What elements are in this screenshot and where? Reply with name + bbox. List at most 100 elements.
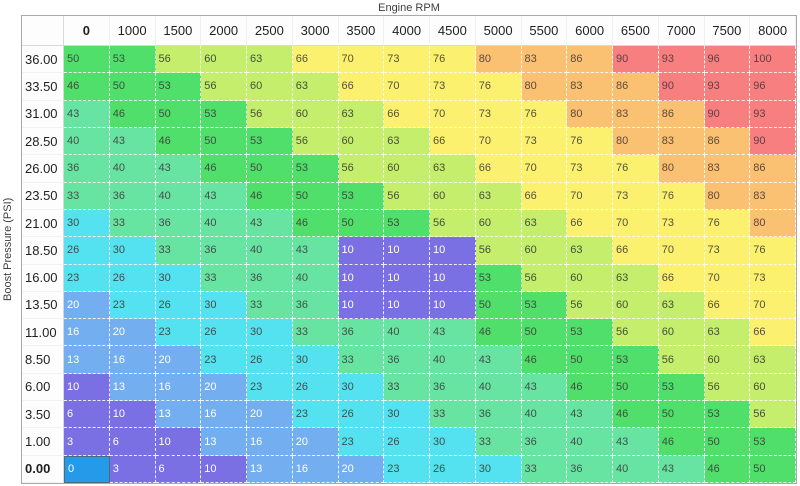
table-cell[interactable]: 86	[567, 46, 613, 74]
table-cell[interactable]: 86	[658, 100, 705, 128]
table-cell[interactable]: 76	[613, 155, 659, 183]
table-cell[interactable]: 26	[384, 428, 430, 456]
table-cell[interactable]: 50	[247, 155, 293, 183]
table-cell[interactable]: 83	[567, 73, 613, 101]
table-cell[interactable]: 33	[430, 401, 476, 429]
table-cell[interactable]: 13	[64, 346, 110, 374]
table-cell[interactable]: 60	[201, 46, 247, 74]
table-cell[interactable]: 30	[247, 319, 293, 347]
table-cell[interactable]: 50	[109, 73, 156, 101]
table-cell[interactable]: 46	[567, 373, 613, 402]
table-cell[interactable]: 10	[430, 264, 476, 292]
table-cell[interactable]: 30	[201, 291, 247, 320]
table-cell[interactable]: 43	[430, 319, 476, 347]
table-cell[interactable]: 53	[292, 155, 339, 183]
table-cell[interactable]: 10	[338, 291, 385, 320]
table-cell[interactable]: 66	[521, 182, 568, 210]
row-header-26.00[interactable]: 26.00	[22, 155, 64, 183]
table-cell[interactable]: 73	[521, 127, 568, 156]
table-cell[interactable]: 53	[384, 209, 430, 238]
table-cell[interactable]: 23	[201, 346, 247, 374]
table-cell[interactable]: 60	[750, 373, 796, 402]
table-cell[interactable]: 63	[430, 155, 476, 183]
table-cell[interactable]: 46	[613, 401, 659, 429]
table-cell[interactable]: 53	[567, 319, 613, 347]
table-cell[interactable]: 10	[201, 455, 247, 483]
table-cell[interactable]: 56	[338, 155, 385, 183]
row-header-33.50[interactable]: 33.50	[22, 73, 64, 101]
table-cell[interactable]: 50	[750, 455, 796, 483]
table-cell[interactable]: 66	[704, 291, 751, 320]
table-cell[interactable]: 50	[567, 346, 613, 374]
table-cell[interactable]: 30	[430, 428, 476, 456]
table-cell[interactable]: 56	[155, 46, 202, 74]
row-header-13.50[interactable]: 13.50	[22, 291, 64, 320]
table-cell[interactable]: 53	[613, 346, 659, 374]
table-cell[interactable]: 80	[613, 127, 659, 156]
table-cell[interactable]: 13	[109, 373, 156, 402]
table-cell[interactable]: 83	[704, 155, 751, 183]
table-cell[interactable]: 43	[658, 455, 705, 483]
table-cell[interactable]: 66	[567, 209, 613, 238]
table-cell[interactable]: 70	[567, 182, 613, 210]
table-cell[interactable]: 100	[750, 46, 796, 74]
row-header-11.00[interactable]: 11.00	[22, 319, 64, 347]
table-cell[interactable]: 66	[475, 155, 522, 183]
table-cell[interactable]: 40	[247, 237, 293, 265]
table-cell[interactable]: 33	[64, 182, 110, 210]
table-cell[interactable]: 63	[292, 73, 339, 101]
col-header-1500[interactable]: 1500	[155, 16, 202, 46]
table-cell[interactable]: 10	[384, 237, 430, 265]
table-cell[interactable]: 50	[338, 209, 385, 238]
col-header-8000[interactable]: 8000	[750, 16, 796, 46]
table-cell[interactable]: 43	[292, 237, 339, 265]
table-cell[interactable]: 46	[247, 182, 293, 210]
table-cell[interactable]: 16	[109, 346, 156, 374]
table-cell[interactable]: 80	[658, 155, 705, 183]
table-cell[interactable]: 73	[658, 209, 705, 238]
col-header-2500[interactable]: 2500	[247, 16, 293, 46]
col-header-4000[interactable]: 4000	[384, 16, 430, 46]
table-cell[interactable]: 80	[750, 209, 796, 238]
row-header-16.00[interactable]: 16.00	[22, 264, 64, 292]
table-cell[interactable]: 43	[201, 182, 247, 210]
table-cell[interactable]: 10	[384, 264, 430, 292]
table-cell[interactable]: 23	[247, 373, 293, 402]
table-cell[interactable]: 76	[750, 237, 796, 265]
table-cell[interactable]: 80	[475, 46, 522, 74]
col-header-1000[interactable]: 1000	[109, 16, 156, 46]
table-cell[interactable]: 70	[384, 73, 430, 101]
table-cell[interactable]: 23	[292, 401, 339, 429]
table-cell[interactable]: 70	[430, 100, 476, 128]
table-cell[interactable]: 20	[292, 428, 339, 456]
table-cell[interactable]: 46	[475, 319, 522, 347]
table-cell[interactable]: 6	[109, 428, 156, 456]
table-cell[interactable]: 23	[64, 264, 110, 292]
table-cell[interactable]: 20	[201, 373, 247, 402]
table-cell[interactable]: 33	[384, 373, 430, 402]
table-cell[interactable]: 50	[64, 46, 110, 74]
table-cell[interactable]: 43	[567, 401, 613, 429]
table-cell[interactable]: 73	[567, 155, 613, 183]
table-cell[interactable]: 63	[567, 237, 613, 265]
table-cell[interactable]: 53	[155, 73, 202, 101]
table-cell[interactable]: 56	[521, 264, 568, 292]
table-cell[interactable]: 43	[521, 373, 568, 402]
table-cell[interactable]: 10	[430, 237, 476, 265]
table-cell[interactable]: 13	[155, 401, 202, 429]
table-cell[interactable]: 40	[109, 155, 156, 183]
table-cell[interactable]: 20	[338, 455, 385, 483]
table-cell[interactable]: 30	[475, 455, 522, 483]
table-cell[interactable]: 20	[64, 291, 110, 320]
table-cell[interactable]: 60	[338, 127, 385, 156]
table-cell[interactable]: 3	[64, 428, 110, 456]
col-header-6500[interactable]: 6500	[613, 16, 659, 46]
col-header-3000[interactable]: 3000	[292, 16, 339, 46]
table-cell[interactable]: 66	[613, 237, 659, 265]
table-cell[interactable]: 96	[704, 46, 751, 74]
table-cell[interactable]: 30	[109, 237, 156, 265]
table-cell[interactable]: 56	[613, 319, 659, 347]
table-cell[interactable]: 73	[384, 46, 430, 74]
table-cell[interactable]: 50	[475, 291, 522, 320]
table-cell[interactable]: 40	[292, 264, 339, 292]
